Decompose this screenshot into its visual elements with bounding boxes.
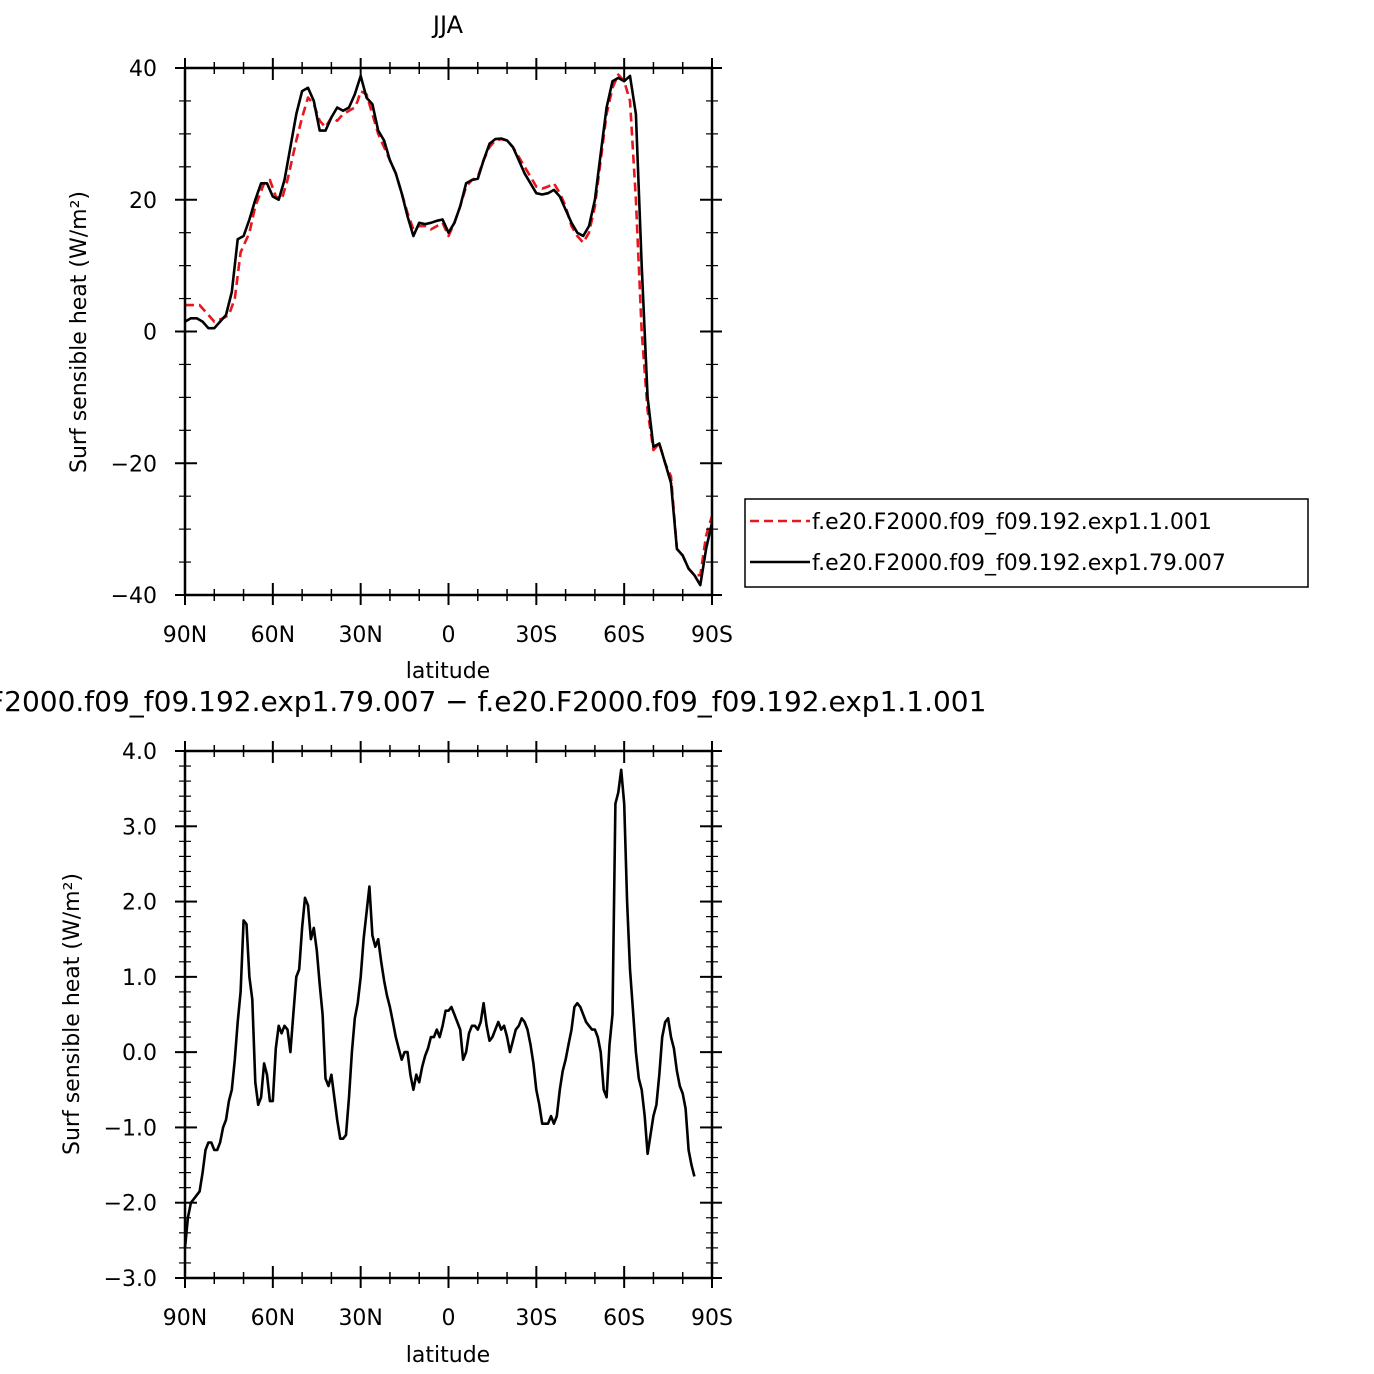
y-tick-label: 0 (143, 321, 157, 346)
y-tick-label: −20 (111, 452, 157, 477)
legend-box (744, 498, 1309, 588)
x-tick-label: 60S (603, 1306, 645, 1331)
bottom-y-axis-label: Surf sensible heat (W/m²) (60, 873, 85, 1155)
bottom-panel: f.e20.F2000.f09_f09.192.exp1.79.007 − f.… (0, 685, 986, 1368)
bottom-x-axis-label: latitude (406, 1343, 490, 1368)
y-tick-label: 1.0 (122, 966, 157, 991)
x-tick-label: 60N (251, 1306, 295, 1331)
legend-entry-1: f.e20.F2000.f09_f09.192.exp1.1.001 (812, 510, 1212, 535)
x-tick-label: 90S (691, 623, 733, 648)
series-line-1 (185, 73, 714, 577)
x-tick-label: 60S (603, 623, 645, 648)
x-tick-label: 90N (163, 1306, 207, 1331)
top-panel: JJA 90N 60N 30N 0 30S 60S 90S 40 20 0 −20 −40 latit… (67, 11, 1309, 684)
y-tick-label: −3.0 (104, 1267, 157, 1292)
y-tick-label: 3.0 (122, 815, 157, 840)
y-tick-label: −40 (111, 584, 157, 609)
x-tick-label: 60N (251, 623, 295, 648)
legend-entry-2: f.e20.F2000.f09_f09.192.exp1.79.007 (812, 551, 1226, 576)
x-tick-label: 90S (691, 1306, 733, 1331)
y-tick-label: 4.0 (122, 740, 157, 765)
legend: f.e20.F2000.f09_f09.192.exp1.1.001 f.e20… (744, 498, 1309, 588)
top-x-axis-label: latitude (406, 659, 490, 684)
top-chart-title: JJA (431, 11, 464, 39)
top-y-axis-label: Surf sensible heat (W/m²) (67, 191, 92, 473)
y-tick-label: −2.0 (104, 1192, 157, 1217)
bottom-chart-title: f.e20.F2000.f09_f09.192.exp1.79.007 − f.… (0, 685, 986, 718)
x-tick-label: 30N (338, 1306, 382, 1331)
series-line-1 (183, 768, 696, 1249)
x-tick-label: 30S (515, 1306, 557, 1331)
x-tick-label: 30S (515, 623, 557, 648)
y-tick-label: 0.0 (122, 1041, 157, 1066)
x-tick-label: 0 (442, 623, 456, 648)
y-tick-label: 20 (129, 189, 157, 214)
x-tick-label: 90N (163, 623, 207, 648)
x-tick-label: 30N (338, 623, 382, 648)
y-tick-label: 40 (129, 57, 157, 82)
y-tick-label: 2.0 (122, 891, 157, 916)
y-tick-label: −1.0 (104, 1116, 157, 1141)
series-line-2 (184, 74, 714, 587)
x-tick-label: 0 (442, 1306, 456, 1331)
